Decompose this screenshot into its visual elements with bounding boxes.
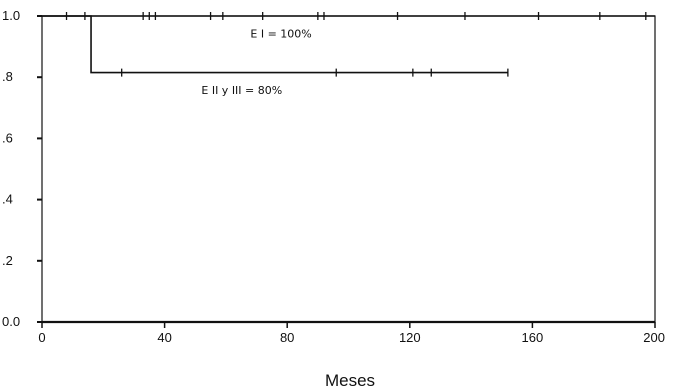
x-axis-title: Meses bbox=[325, 371, 375, 390]
y-axis: 0.0 .2 .4 .6 .8 1.0 bbox=[2, 8, 42, 329]
y-tick-label: .4 bbox=[2, 192, 13, 207]
series-2 bbox=[42, 15, 509, 77]
x-tick-label: 80 bbox=[280, 330, 294, 345]
y-tick-label: .8 bbox=[2, 69, 13, 84]
x-tick-label: 160 bbox=[522, 330, 544, 345]
y-tick-label: .2 bbox=[2, 253, 13, 268]
x-tick-label: 200 bbox=[643, 330, 665, 345]
x-axis: 0 40 80 120 160 200 bbox=[38, 322, 665, 345]
x-tick-label: 40 bbox=[157, 330, 171, 345]
x-tick-label: 0 bbox=[38, 330, 45, 345]
y-tick-label: .6 bbox=[2, 130, 13, 145]
plot-frame bbox=[41, 15, 656, 324]
x-tick-label: 120 bbox=[399, 330, 421, 345]
series-annotation: E I = 100% bbox=[250, 27, 311, 40]
series-layer bbox=[42, 12, 655, 77]
y-tick-label: 1.0 bbox=[2, 8, 20, 23]
plot-border bbox=[41, 15, 656, 323]
y-tick-label: 0.0 bbox=[2, 314, 20, 329]
series-annotation: E II y III = 80% bbox=[201, 84, 282, 97]
annotation-layer: E I = 100% E II y III = 80% bbox=[201, 27, 311, 97]
series-1 bbox=[42, 12, 655, 20]
survival-step-line bbox=[42, 15, 508, 74]
